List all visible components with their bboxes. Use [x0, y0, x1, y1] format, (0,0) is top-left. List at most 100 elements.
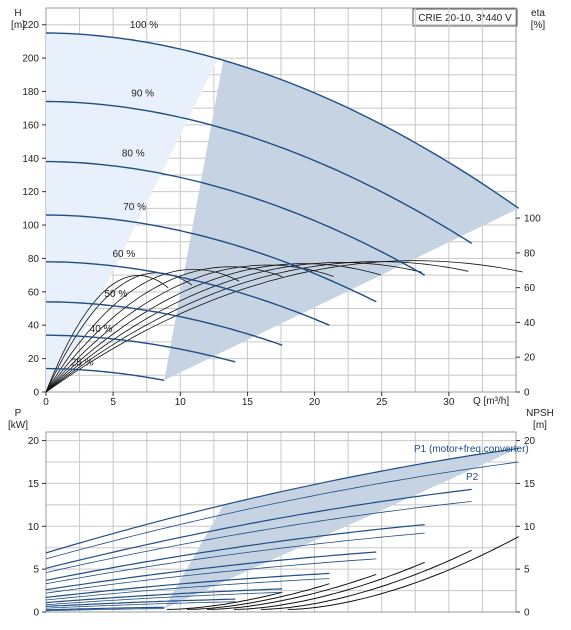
power-panel: P [kW] NPSH [m] 0 5 10 15 20 0 5 10 15 20 P1 (mot… [8, 408, 554, 619]
npsh-tick-label: 0 [524, 608, 530, 619]
head-tick-label: 220 [22, 20, 39, 31]
speed-labels: 100 % 90 % 80 % 70 % 60 % 50 % 40 % 25 % [71, 20, 158, 368]
flow-tick-label: 15 [242, 397, 254, 408]
speed-label: 100 % [130, 20, 158, 31]
efficiency-curve [45, 261, 422, 393]
flow-axis-label: Q [m³/h] [473, 396, 509, 407]
npsh-tick-label: 5 [524, 565, 530, 576]
npsh-curves [166, 536, 519, 610]
power-tick-label: 5 [33, 565, 39, 576]
npsh-tick-label: 10 [524, 522, 536, 533]
power-tick-label: 20 [28, 436, 40, 447]
head-tick-label: 20 [28, 354, 40, 365]
power-plot-frame [45, 431, 517, 613]
p2-series-label: P2 [466, 472, 479, 483]
head-curve [45, 301, 283, 346]
chart-title: CRIE 20-10, 3*440 V [418, 13, 512, 24]
title-box [412, 8, 518, 27]
p2-power-curve [45, 558, 377, 594]
p1-power-curve [45, 551, 377, 591]
efficiency-curve [45, 264, 334, 393]
flow-tick-label: 10 [175, 397, 187, 408]
p2-power-curve [45, 461, 519, 560]
flow-tick-label: 20 [309, 397, 321, 408]
p2-power-curve [45, 591, 283, 606]
npsh-curve [233, 561, 425, 610]
efficiency-curve [45, 269, 240, 393]
head-tick-label: 40 [28, 321, 40, 332]
p2-power-curve [45, 601, 236, 609]
head-curve [45, 32, 520, 209]
efficiency-curve [45, 260, 523, 393]
speed-label: 60 % [112, 249, 135, 260]
power-tick-label: 15 [28, 479, 40, 490]
p1-power-curve [45, 524, 425, 581]
low-flow-area [46, 33, 218, 392]
npsh-curve [186, 583, 330, 610]
head-tick-label: 180 [22, 87, 39, 98]
npsh-axis-unit: [m] [533, 420, 547, 431]
eta-axis-unit: [%] [531, 20, 546, 31]
eta-tick-label: 60 [524, 283, 536, 294]
p2-power-curve [46, 608, 165, 612]
speed-label: 80 % [122, 149, 145, 160]
npsh-tick-label: 15 [524, 479, 536, 490]
head-curve [45, 100, 473, 244]
efficiency-curve [45, 261, 469, 393]
p1-power-curve [45, 572, 330, 598]
npsh-axis-title: NPSH [526, 408, 554, 419]
speed-label: 70 % [123, 202, 146, 213]
eta-tick-label: 0 [524, 388, 530, 399]
flow-tick-label: 0 [43, 397, 49, 408]
power-curves [45, 447, 519, 612]
head-curve [46, 160, 426, 276]
eta-tick-label: 80 [524, 248, 536, 259]
npsh-curve [166, 591, 283, 610]
speed-label: 40 % [90, 324, 113, 335]
head-ticks: 0 5 10 15 20 25 300204060801001201401601802002… [22, 20, 541, 408]
npsh-curve [260, 549, 472, 610]
eta-tick-label: 20 [524, 353, 536, 364]
p2-power-curve [45, 501, 472, 573]
head-curve [46, 334, 236, 363]
head-tick-label: 0 [33, 388, 39, 399]
p1-series-label: P1 (motor+freq.converter) [414, 444, 529, 455]
head-tick-label: 120 [22, 187, 39, 198]
p1-power-curve [45, 488, 472, 569]
npsh-curve [287, 536, 519, 610]
head-axis-title: H [14, 8, 21, 19]
head-curve [45, 214, 377, 303]
head-operating-area [46, 33, 519, 392]
speed-label: 25 % [71, 357, 94, 368]
power-tick-label: 10 [28, 522, 40, 533]
power-axis-title: P [15, 408, 22, 419]
npsh-curve [207, 573, 377, 610]
flow-tick-label: 30 [443, 397, 455, 408]
eta-tick-label: 100 [524, 214, 541, 225]
speed-label: 90 % [131, 88, 154, 99]
head-tick-label: 140 [22, 154, 39, 165]
p1-power-curve [45, 588, 283, 604]
flow-tick-label: 25 [376, 397, 388, 408]
power-ticks: 0 5 10 15 20 0 5 10 15 20 [28, 436, 536, 618]
head-curve [46, 367, 165, 381]
p1-power-curve [45, 606, 165, 611]
eta-tick-label: 40 [524, 318, 536, 329]
power-tick-label: 0 [33, 608, 39, 619]
npsh-tick-label: 20 [524, 436, 536, 447]
head-axis-unit: [m] [11, 20, 25, 31]
head-tick-label: 200 [22, 54, 39, 65]
head-tick-label: 160 [22, 120, 39, 131]
head-curves [45, 32, 520, 381]
flow-tick-label: 5 [110, 397, 116, 408]
head-curve [46, 261, 330, 326]
efficiency-curve [45, 266, 283, 393]
p2-power-curve [45, 532, 425, 585]
efficiency-curve [45, 263, 382, 393]
speed-label: 50 % [104, 289, 127, 300]
head-panel: H [m] eta [%] CRIE 20-10, 3*440 V Q [m³/… [11, 7, 546, 408]
efficiency-curves [45, 260, 523, 393]
p1-power-curve [45, 598, 236, 607]
p1-power-curve [45, 447, 519, 554]
